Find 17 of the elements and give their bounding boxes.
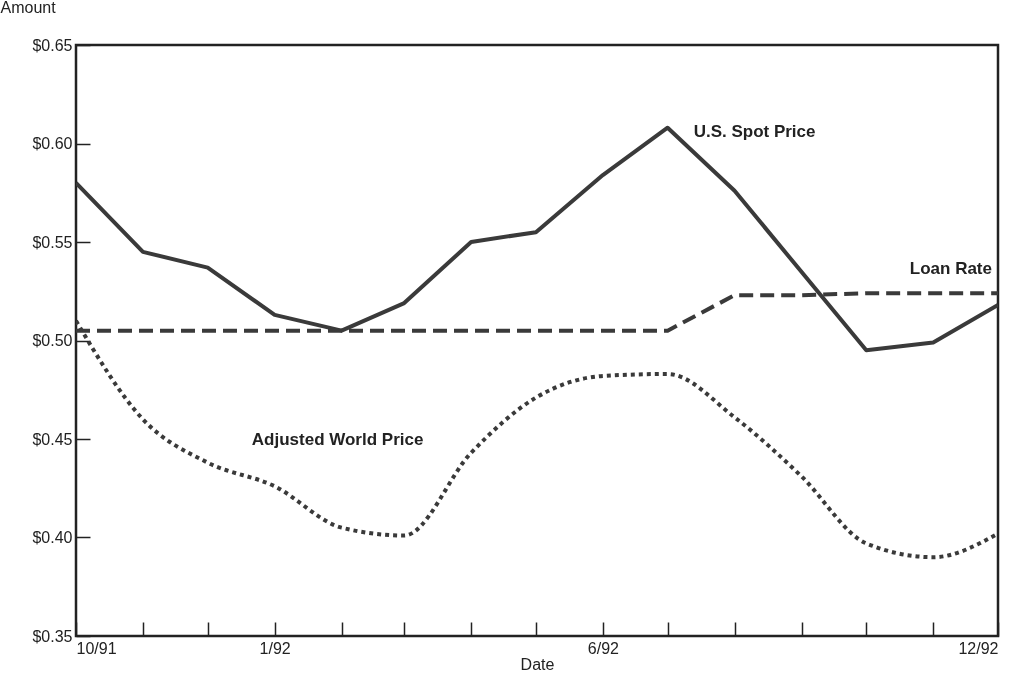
series-label: Adjusted World Price	[251, 429, 424, 449]
y-tick-label: $0.65	[32, 36, 73, 54]
y-tick-label: $0.40	[32, 529, 73, 546]
series-label: Loan Rate	[909, 259, 992, 279]
y-tick-label: $0.55	[32, 233, 73, 251]
series-label: U.S. Spot Price	[693, 121, 816, 141]
y-tick-label: $0.45	[32, 430, 73, 448]
x-tick-label: 10/91	[76, 639, 117, 657]
y-tick-label: $0.50	[32, 332, 73, 349]
y-tick-label: $0.60	[32, 135, 73, 152]
y-axis-title: Amount	[0, 0, 57, 16]
x-tick-label: 1/92	[259, 639, 291, 657]
y-tick-label: $0.35	[32, 627, 73, 645]
x-tick-label: 12/92	[958, 639, 999, 657]
line-series	[76, 125, 998, 353]
x-tick-label: 6/92	[587, 639, 620, 657]
x-axis-title: Date	[520, 655, 555, 673]
